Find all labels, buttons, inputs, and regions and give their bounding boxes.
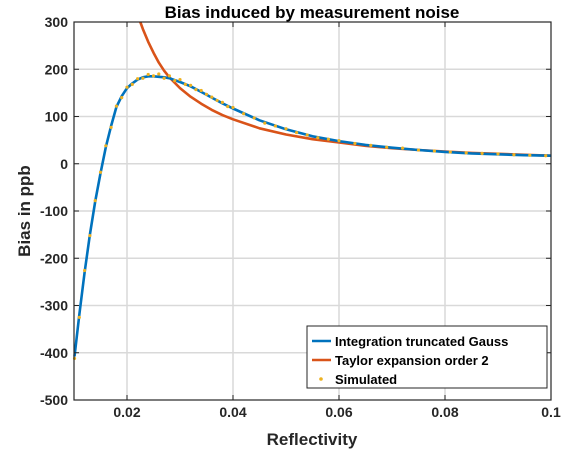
simulated-point bbox=[416, 148, 421, 152]
simulated-point bbox=[464, 151, 468, 155]
legend-label-taylor-expansion-order-2: Taylor expansion order 2 bbox=[335, 353, 489, 368]
simulated-point bbox=[141, 76, 145, 80]
simulated-point bbox=[162, 76, 166, 80]
x-tick-label: 0.02 bbox=[113, 404, 140, 420]
simulated-point bbox=[480, 151, 484, 155]
simulated-point bbox=[326, 137, 330, 141]
legend-label-integration-truncated-gauss: Integration truncated Gauss bbox=[335, 334, 508, 349]
simulated-point bbox=[353, 141, 357, 146]
simulated-point bbox=[215, 98, 219, 103]
simulated-point bbox=[448, 150, 452, 154]
x-tick-label: 0.04 bbox=[219, 404, 246, 420]
simulated-point bbox=[242, 112, 246, 116]
simulated-point bbox=[125, 85, 129, 89]
legend-box bbox=[306, 325, 548, 389]
simulated-point bbox=[252, 116, 256, 120]
simulated-point bbox=[369, 143, 373, 147]
simulated-point bbox=[231, 105, 235, 110]
simulated-point bbox=[432, 149, 436, 153]
simulated-point bbox=[157, 72, 161, 76]
simulated-point bbox=[194, 87, 198, 92]
simulated-point bbox=[178, 78, 182, 82]
y-tick-label: 300 bbox=[45, 14, 69, 30]
legend: Integration truncated Gauss Taylor expans… bbox=[306, 325, 548, 389]
simulated-point bbox=[173, 78, 177, 83]
simulated-point bbox=[273, 124, 277, 128]
simulated-point bbox=[88, 233, 92, 238]
simulated-point bbox=[220, 100, 224, 104]
simulated-point bbox=[130, 82, 134, 86]
simulated-point bbox=[104, 144, 108, 148]
legend-label-simulated: Simulated bbox=[335, 372, 397, 387]
y-tick-label: -100 bbox=[40, 203, 68, 219]
simulated-point bbox=[337, 138, 341, 143]
y-tick-label: -500 bbox=[40, 392, 68, 408]
simulated-point bbox=[284, 127, 288, 131]
simulated-point bbox=[98, 170, 103, 174]
y-tick-label: -400 bbox=[40, 345, 68, 361]
simulated-point bbox=[183, 82, 187, 86]
simulated-point bbox=[528, 153, 532, 157]
x-tick-label: 0.06 bbox=[325, 404, 352, 420]
axis-ticks: 0.02 0.04 0.06 0.08 0.1 -500 -400 -300 -200 -100 0… bbox=[40, 14, 561, 420]
simulated-point bbox=[199, 88, 203, 93]
simulated-point bbox=[167, 74, 171, 78]
x-tick-label: 0.08 bbox=[431, 404, 458, 420]
simulated-point bbox=[544, 154, 548, 158]
simulated-point bbox=[189, 83, 193, 87]
y-tick-label: 200 bbox=[45, 61, 69, 77]
y-tick-label: 100 bbox=[45, 109, 69, 125]
legend-swatch-simulated bbox=[319, 377, 323, 381]
y-axis-label: Bias in ppb bbox=[15, 165, 34, 257]
simulated-point bbox=[83, 268, 87, 273]
simulated-point bbox=[77, 315, 81, 319]
simulated-point bbox=[295, 130, 299, 135]
simulated-point bbox=[263, 121, 267, 125]
simulated-point bbox=[512, 153, 516, 157]
simulated-point bbox=[93, 199, 97, 203]
simulated-point bbox=[496, 152, 500, 156]
simulated-point bbox=[136, 77, 140, 81]
y-tick-label: 0 bbox=[60, 156, 68, 172]
simulated-point bbox=[226, 104, 230, 109]
y-tick-label: -200 bbox=[40, 250, 68, 266]
simulated-point bbox=[120, 96, 124, 100]
chart-title: Bias induced by measurement noise bbox=[165, 3, 460, 22]
simulated-point bbox=[109, 125, 113, 129]
simulated-point bbox=[305, 133, 309, 137]
simulated-point bbox=[385, 145, 389, 149]
simulated-point bbox=[151, 74, 156, 78]
x-tick-label: 0.1 bbox=[541, 404, 561, 420]
grid-lines bbox=[74, 22, 551, 400]
simulated-point bbox=[316, 136, 320, 140]
x-axis-label: Reflectivity bbox=[267, 430, 358, 449]
simulated-point bbox=[146, 72, 150, 77]
series-layer bbox=[72, 21, 552, 361]
y-tick-label: -300 bbox=[40, 298, 68, 314]
simulated-point bbox=[114, 104, 118, 108]
simulated-point bbox=[401, 146, 405, 150]
simulated-point bbox=[210, 95, 214, 99]
simulated-point bbox=[204, 92, 209, 96]
